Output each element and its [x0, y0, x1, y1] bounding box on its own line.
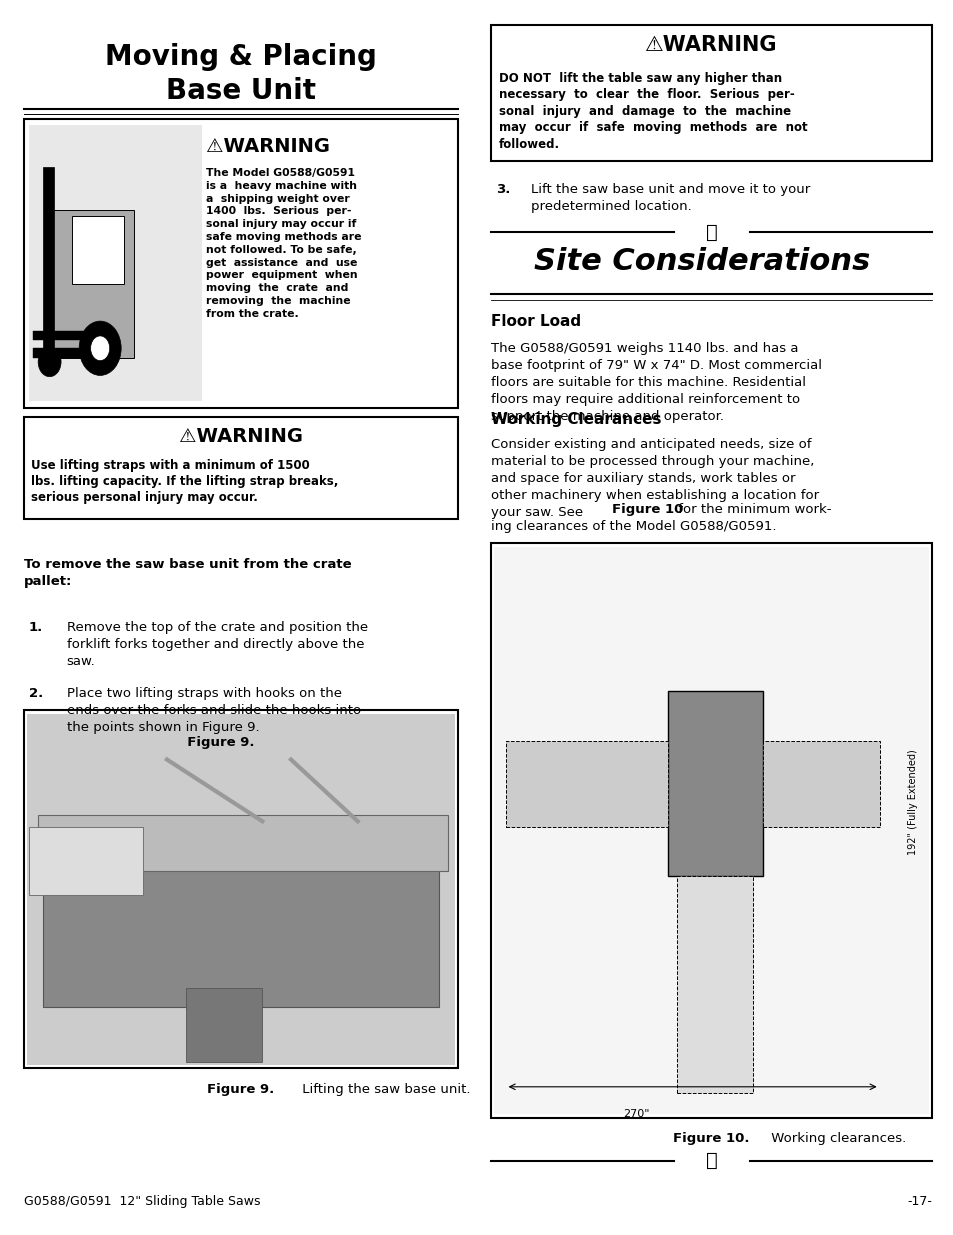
Text: Working Clearances: Working Clearances — [491, 412, 661, 427]
Text: Place two lifting straps with hooks on the
ends over the forks and slide the hoo: Place two lifting straps with hooks on t… — [67, 687, 360, 734]
Text: Consider existing and anticipated needs, size of
material to be processed throug: Consider existing and anticipated needs,… — [491, 438, 819, 520]
Circle shape — [79, 321, 121, 375]
Text: Moving & Placing: Moving & Placing — [105, 43, 376, 72]
Bar — [491, 543, 931, 1118]
Text: ⚠WARNING: ⚠WARNING — [645, 35, 777, 54]
Text: for the minimum work-: for the minimum work- — [674, 503, 831, 516]
Bar — [27, 714, 455, 1065]
Bar — [71, 216, 124, 284]
Text: Working clearances.: Working clearances. — [766, 1132, 905, 1146]
Text: 192" (Fully Extended): 192" (Fully Extended) — [907, 748, 917, 855]
Text: Site Considerations: Site Considerations — [534, 247, 869, 275]
Text: 🐻: 🐻 — [705, 222, 717, 242]
Text: Lifting the saw base unit.: Lifting the saw base unit. — [297, 1083, 470, 1097]
Bar — [38, 815, 448, 871]
Bar — [33, 348, 105, 358]
Bar — [43, 167, 54, 358]
Text: Figure 10: Figure 10 — [611, 503, 682, 516]
Text: 3.: 3. — [496, 183, 510, 196]
Bar — [24, 417, 457, 519]
Bar — [494, 547, 928, 1114]
Bar — [24, 119, 457, 408]
Text: ⚠WARNING: ⚠WARNING — [206, 137, 330, 156]
Text: Figure 9.: Figure 9. — [67, 736, 254, 750]
Text: Base Unit: Base Unit — [166, 77, 315, 105]
Text: The G0588/G0591 weighs 1140 lbs. and has a
base footprint of 79" W x 74" D. Most: The G0588/G0591 weighs 1140 lbs. and has… — [491, 342, 821, 424]
Bar — [29, 827, 143, 895]
Bar — [33, 331, 105, 340]
Text: ⚠WARNING: ⚠WARNING — [179, 427, 302, 446]
Text: To remove the saw base unit from the crate
pallet:: To remove the saw base unit from the cra… — [24, 558, 351, 588]
Bar — [186, 988, 262, 1062]
Text: ing clearances of the Model G0588/G0591.: ing clearances of the Model G0588/G0591. — [491, 520, 776, 534]
Bar — [505, 741, 667, 827]
Circle shape — [38, 347, 61, 377]
Text: 2.: 2. — [29, 687, 43, 700]
Bar — [43, 846, 438, 1007]
Text: Floor Load: Floor Load — [491, 314, 580, 329]
Bar — [677, 877, 753, 1093]
Text: 🐻: 🐻 — [705, 1151, 717, 1171]
Text: Lift the saw base unit and move it to your
predetermined location.: Lift the saw base unit and move it to yo… — [531, 183, 810, 212]
Bar — [667, 692, 762, 877]
Bar — [491, 25, 931, 161]
Text: Remove the top of the crate and position the
forklift forks together and directl: Remove the top of the crate and position… — [67, 621, 368, 668]
Bar — [762, 741, 879, 827]
Text: DO NOT  lift the table saw any higher than
necessary  to  clear  the  floor.  Se: DO NOT lift the table saw any higher tha… — [498, 72, 807, 151]
Bar — [48, 210, 133, 358]
Bar — [24, 710, 457, 1068]
Text: G0588/G0591  12" Sliding Table Saws: G0588/G0591 12" Sliding Table Saws — [24, 1194, 260, 1208]
Text: The Model G0588/G0591
is a  heavy machine with
a  shipping weight over
1400  lbs: The Model G0588/G0591 is a heavy machine… — [206, 168, 361, 319]
Text: Figure 9.: Figure 9. — [207, 1083, 274, 1097]
Text: 270": 270" — [623, 1109, 649, 1119]
Text: Figure 10.: Figure 10. — [673, 1132, 749, 1146]
Text: 1.: 1. — [29, 621, 43, 635]
Text: -17-: -17- — [906, 1194, 931, 1208]
Circle shape — [91, 336, 110, 361]
Bar — [29, 125, 202, 401]
Text: Use lifting straps with a minimum of 1500
lbs. lifting capacity. If the lifting : Use lifting straps with a minimum of 150… — [31, 459, 338, 504]
